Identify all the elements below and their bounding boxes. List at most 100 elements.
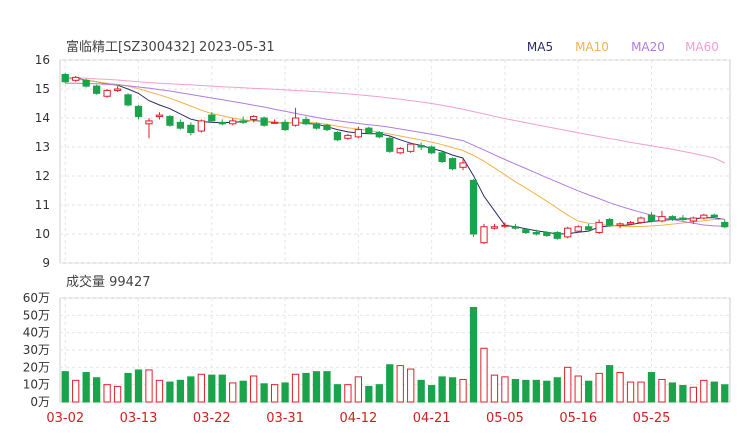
- candle-body: [679, 217, 687, 221]
- volume-bar: [417, 379, 425, 403]
- candle: [281, 119, 289, 132]
- candle-body: [134, 105, 143, 118]
- candle-body: [229, 120, 237, 125]
- volume-title: 成交量 99427: [66, 274, 151, 290]
- candle: [396, 147, 404, 155]
- candle: [585, 223, 593, 232]
- candle-body: [208, 114, 216, 122]
- candle: [407, 142, 415, 153]
- candle: [721, 219, 729, 229]
- candle: [145, 118, 153, 139]
- candle-body: [637, 217, 645, 223]
- candle: [176, 119, 185, 130]
- candle-body: [721, 221, 729, 228]
- candle: [574, 225, 582, 233]
- price-panel-frame: [59, 59, 731, 264]
- candle-body: [270, 121, 279, 124]
- volume-bar: [679, 385, 687, 403]
- candle: [459, 158, 467, 171]
- price-tick-label: 11: [35, 198, 50, 212]
- candle-body: [93, 85, 101, 94]
- candle-body: [532, 232, 540, 235]
- volume-bar: [176, 379, 185, 403]
- candle-body: [281, 121, 289, 131]
- volume-bar: [428, 385, 436, 403]
- candle-body: [386, 137, 394, 152]
- candle: [93, 84, 101, 95]
- candle: [616, 222, 624, 229]
- candle: [595, 219, 603, 234]
- candle-body: [155, 114, 164, 118]
- volume-y-axis: 60万 50万 40万 30万 20万 10万 0万: [23, 291, 50, 409]
- volume-bar: [239, 380, 247, 403]
- volume-bar: [145, 369, 153, 403]
- ma60-line: [65, 76, 726, 164]
- ma-legend: MA5 MA10 MA20 MA60: [527, 40, 719, 54]
- candle: [302, 116, 310, 126]
- candle-body: [197, 120, 205, 132]
- candle-body: [103, 89, 111, 97]
- candle: [166, 115, 174, 127]
- candle: [710, 213, 718, 219]
- candle-body: [365, 127, 373, 133]
- volume-bar: [721, 384, 729, 403]
- candle-body: [647, 214, 656, 222]
- date-tick-label: 03-22: [193, 411, 231, 426]
- date-tick-label: 05-05: [486, 411, 524, 426]
- volume-bar: [155, 379, 164, 403]
- candle-body: [323, 124, 331, 131]
- date-tick-label: 03-31: [266, 411, 304, 426]
- candle-body: [574, 226, 582, 232]
- volume-bar: [281, 382, 289, 403]
- candle: [187, 122, 195, 136]
- legend-item-ma5: MA5: [527, 40, 553, 54]
- volume-bar: [605, 365, 614, 403]
- chart-title: 富临精工[SZ300432] 2023-05-31: [66, 39, 275, 55]
- volume-tick-label: 60万: [23, 291, 50, 305]
- candle-body: [605, 219, 614, 226]
- candle-body: [396, 147, 404, 154]
- candle-body: [595, 221, 603, 234]
- volume-bar: [407, 368, 415, 403]
- candle: [218, 119, 226, 126]
- candle-body: [187, 124, 195, 133]
- volume-bar: [312, 371, 321, 403]
- candle-body: [710, 214, 718, 218]
- candle: [354, 126, 362, 139]
- volume-bar: [490, 374, 499, 403]
- volume-bar: [197, 373, 205, 403]
- volume-tick-label: 20万: [23, 360, 50, 374]
- candle-body: [375, 132, 383, 138]
- volume-bar: [187, 376, 195, 403]
- price-tick-label: 13: [35, 140, 50, 154]
- candle-body: [239, 120, 247, 123]
- volume-bar: [658, 378, 666, 403]
- candle: [480, 223, 488, 245]
- candle-body: [543, 232, 551, 236]
- ma5-line: [65, 76, 725, 235]
- price-tick-label: 14: [35, 111, 50, 125]
- volume-tick-label: 30万: [23, 343, 50, 357]
- volume-tick-label: 10万: [23, 378, 50, 392]
- volume-bar: [291, 373, 300, 403]
- candle: [438, 151, 446, 163]
- volume-bar: [354, 376, 362, 403]
- volume-bar: [689, 386, 697, 403]
- candle: [679, 215, 687, 221]
- candle-body: [250, 116, 258, 120]
- candle-body: [145, 120, 153, 125]
- moving-average-lines: [65, 76, 726, 235]
- candle: [197, 119, 205, 133]
- candle: [250, 115, 258, 123]
- candle-body: [312, 123, 321, 129]
- candle-body: [448, 158, 457, 170]
- volume-bar: [668, 382, 677, 403]
- candle-body: [82, 79, 90, 87]
- price-tick-label: 12: [35, 169, 50, 183]
- candle: [365, 126, 373, 134]
- candle: [543, 231, 551, 237]
- candle: [647, 212, 656, 223]
- candle-body: [438, 152, 446, 163]
- date-tick-label: 03-13: [120, 411, 158, 426]
